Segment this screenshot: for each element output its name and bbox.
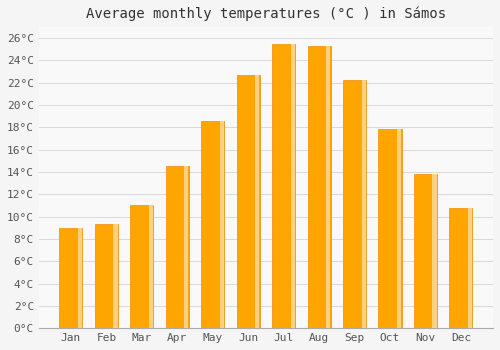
Bar [450,208,472,328]
Bar [114,224,117,328]
Bar [236,75,260,328]
Bar [326,46,330,328]
Bar [201,120,224,328]
Bar [78,228,82,328]
Bar [272,43,295,328]
Bar [362,80,366,328]
Bar [397,130,401,328]
Bar [166,166,189,328]
Bar [308,46,330,328]
Bar [95,224,118,328]
Bar [414,174,437,328]
Bar [60,228,82,328]
Bar [184,166,188,328]
Title: Average monthly temperatures (°C ) in Sámos: Average monthly temperatures (°C ) in Sá… [86,7,446,21]
Bar [130,205,154,328]
Bar [255,75,260,328]
Bar [378,130,402,328]
Bar [343,80,366,328]
Bar [468,208,472,328]
Bar [220,120,224,328]
Bar [432,174,436,328]
Bar [290,43,295,328]
Bar [149,205,153,328]
